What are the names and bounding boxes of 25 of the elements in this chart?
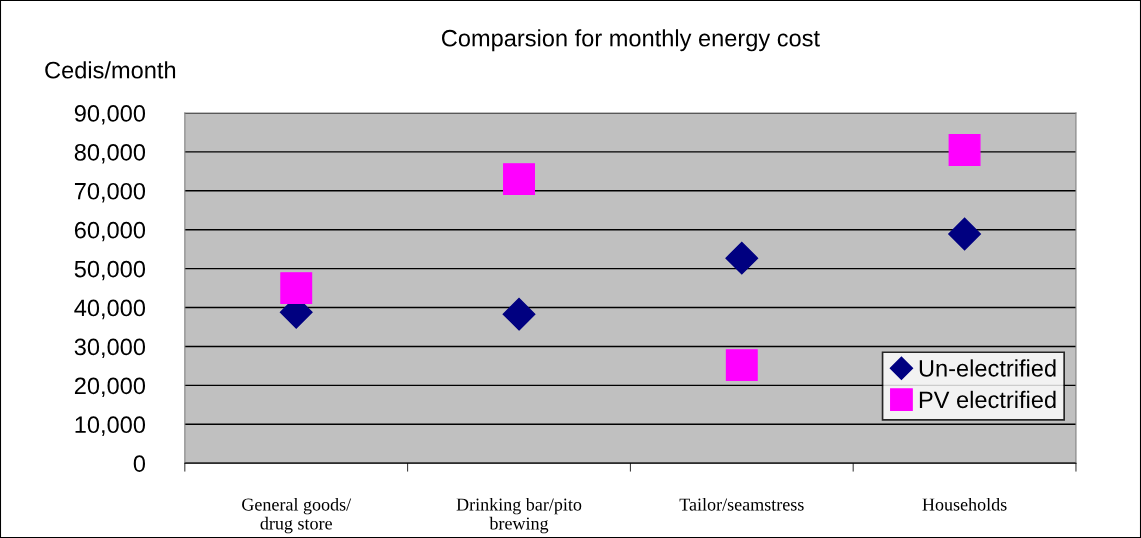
y-tick-label: 80,000 (74, 143, 146, 164)
legend-label: PV electrified (919, 390, 1056, 409)
x-tick-label: Households (922, 497, 1007, 511)
y-tick-label: 20,000 (74, 377, 146, 397)
legend-label: Un-electrified (919, 359, 1056, 377)
y-tick-label: 90,000 (74, 105, 146, 125)
point (725, 241, 759, 275)
y-tick-label: 0 (133, 455, 146, 473)
chart-title: Comparsion for monthly energy cost (441, 29, 820, 52)
x-tick-label: Tailor/seamstress (679, 497, 804, 511)
point (948, 217, 981, 251)
x-tick-label: Drinking bar/pito brewing (456, 497, 582, 534)
point (502, 297, 536, 331)
y-tick-label: 60,000 (74, 221, 146, 242)
y-tick-label: 50,000 (74, 260, 146, 281)
y-tick-label: 40,000 (74, 299, 146, 320)
y-tick-label: 10,000 (75, 416, 146, 436)
point (725, 349, 758, 382)
x-tick-label: General goods/ drug store (242, 497, 352, 534)
y-tick-label: 70,000 (74, 182, 146, 203)
point (503, 163, 535, 196)
point (948, 133, 981, 166)
y-axis-title: Cedis/month (45, 61, 176, 79)
point (280, 272, 313, 305)
y-tick-label: 30,000 (74, 338, 146, 359)
